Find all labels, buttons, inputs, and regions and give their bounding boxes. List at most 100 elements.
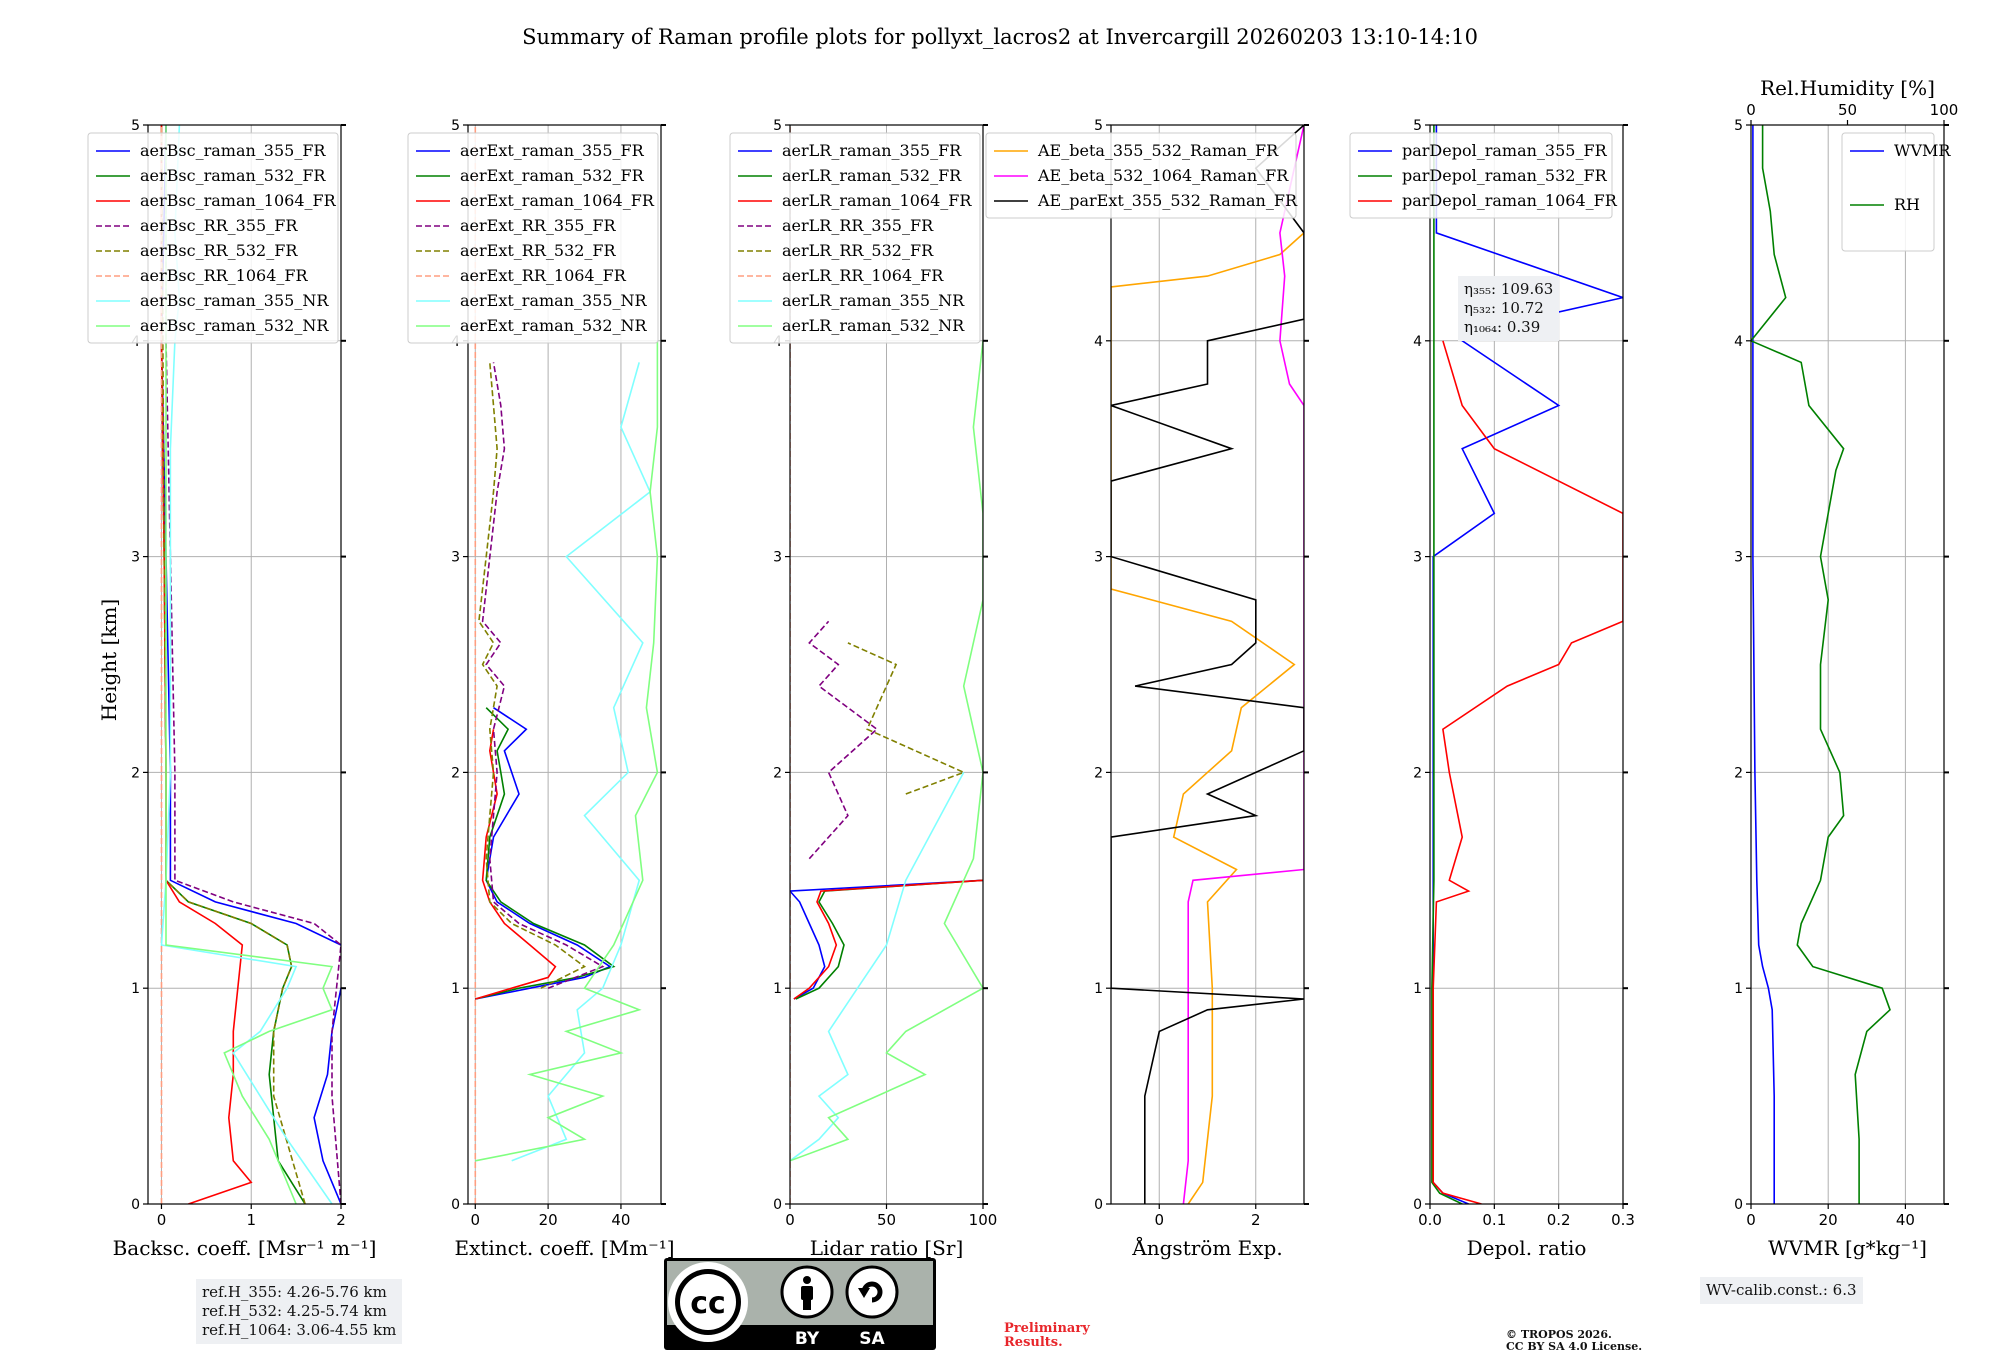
y-tick-label: 5: [1094, 118, 1103, 134]
legend-label: aerBsc_raman_532_NR: [140, 316, 329, 335]
series-line-aerExt_raman_532_FR: [475, 707, 616, 1000]
series-line-aerBsc_raman_355_FR: [160, 125, 341, 1204]
legend-depol: parDepol_raman_355_FR parDepol_raman_532_…: [1349, 132, 1618, 219]
x-tick-label: 0: [785, 1211, 795, 1229]
series-line-aerLR_raman_355_FR: [790, 879, 983, 1000]
y-tick-label: 1: [773, 981, 782, 997]
panel-ae: 0 1 2 3 4 5 0 2 Ångström Exp. AE_beta_355_532_Ram…: [985, 118, 1309, 1260]
y-tick-label: 5: [131, 118, 140, 134]
y-tick-label: 4: [1734, 334, 1743, 350]
x-tick-label: 40: [611, 1211, 630, 1229]
x-axis-label: Ångström Exp.: [1131, 1235, 1282, 1260]
x-tick-label: 0.1: [1482, 1211, 1506, 1229]
x-tick-label: 0.3: [1611, 1211, 1635, 1229]
y-tick-label: 2: [131, 765, 140, 781]
wv-calib-box: WV-calib.const.: 6.3: [1700, 1277, 1863, 1304]
y-tick-label: 2: [1734, 765, 1743, 781]
legend-label: aerBsc_RR_1064_FR: [140, 266, 309, 285]
y-tick-label: 4: [1094, 334, 1103, 350]
eta-532: η₅₃₂: 10.72: [1464, 299, 1544, 317]
legend-label: WVMR: [1894, 141, 1951, 160]
legend-label: aerExt_raman_532_FR: [460, 166, 645, 185]
legend-label: aerLR_RR_1064_FR: [782, 266, 944, 285]
legend-label: parDepol_raman_355_FR: [1402, 141, 1608, 160]
y-tick-label: 0: [451, 1197, 460, 1213]
legend-label: aerExt_RR_1064_FR: [460, 266, 627, 285]
series-line-aerLR_raman_355_NR: [790, 772, 965, 1162]
series-line-AE_beta_532_1064_Raman_FR: [1182, 125, 1304, 1204]
y-tick-label: 3: [773, 550, 782, 566]
y-tick-label: 3: [1413, 550, 1422, 566]
y-tick-label: 0: [1734, 1197, 1743, 1213]
series-line-aerExt_raman_532_NR: [475, 340, 659, 1162]
x-tick-label: 0: [157, 1211, 167, 1229]
legend-label: aerLR_raman_532_FR: [782, 166, 962, 185]
series-line-aerExt_raman_355_FR: [475, 707, 612, 1000]
legend-label: aerBsc_raman_355_FR: [140, 141, 326, 160]
legend-label: aerExt_raman_355_FR: [460, 141, 645, 160]
preliminary-note: Preliminary Results.: [1004, 1322, 1090, 1350]
legend-label: aerBsc_raman_532_FR: [140, 166, 326, 185]
y-tick-label: 2: [451, 765, 460, 781]
x-tick-label: 50: [877, 1211, 896, 1229]
figure-title: Summary of Raman profile plots for polly…: [522, 25, 1478, 49]
y-tick-label: 3: [1734, 550, 1743, 566]
legend-box: [87, 132, 339, 344]
legend-wv: WVMR RH: [1841, 132, 1951, 252]
legend-label: aerExt_raman_1064_FR: [460, 191, 655, 210]
legend-box: [729, 132, 981, 344]
panel-lr: 012345050100Lidar ratio [Sr]aerLR_raman_…: [729, 118, 998, 1260]
x-axis-label: WVMR [g*kg⁻¹]: [1768, 1236, 1927, 1260]
legend-label: aerBsc_raman_355_NR: [140, 291, 329, 310]
y-tick-label: 5: [451, 118, 460, 134]
y-tick-label: 0: [1094, 1197, 1103, 1213]
x-axis-label: Extinct. coeff. [Mm⁻¹]: [454, 1236, 674, 1260]
top-x-axis-label: Rel.Humidity [%]: [1760, 76, 1935, 100]
legend-label: RH: [1894, 195, 1920, 214]
ref-height-1064: ref.H_1064: 3.06-4.55 km: [202, 1321, 397, 1339]
series-line-aerLR_RR_532_FR: [847, 642, 966, 795]
cc-license-badge: cc BY SA: [664, 1258, 936, 1350]
y-tick-label: 0: [773, 1197, 782, 1213]
share-alike-icon: [845, 1265, 899, 1319]
legend-label: aerBsc_raman_1064_FR: [140, 191, 337, 210]
x-tick-label: 0: [471, 1211, 481, 1229]
legend-bsc: aerBsc_raman_355_FR aerBsc_raman_532_FRae…: [87, 132, 339, 344]
y-axis-label: Height [km]: [97, 599, 121, 721]
series-line-RH: [1751, 125, 1891, 1204]
x-axis-label: Depol. ratio: [1467, 1236, 1587, 1260]
legend-box: [407, 132, 659, 344]
legend-label: AE_beta_532_1064_Raman_FR: [1037, 166, 1289, 185]
y-tick-label: 4: [1413, 334, 1422, 350]
legend-label: parDepol_raman_532_FR: [1402, 166, 1608, 185]
y-tick-label: 3: [451, 550, 460, 566]
legend-label: aerLR_raman_1064_FR: [782, 191, 972, 210]
sa-text: SA: [859, 1329, 885, 1349]
series-line-parDepol_raman_532_FR: [1431, 125, 1463, 1204]
x-tick-label: 0.0: [1418, 1211, 1442, 1229]
ref-height-box: ref.H_355: 4.26-5.76 km ref.H_532: 4.25-…: [196, 1279, 403, 1344]
axes-frame: [1110, 124, 1305, 1205]
eta-355: η₃₅₅: 109.63: [1464, 280, 1554, 298]
series-line-WVMR: [1752, 125, 1775, 1204]
ref-height-355: ref.H_355: 4.26-5.76 km: [202, 1283, 387, 1301]
series-line-aerLR_raman_1064_FR: [793, 879, 983, 1000]
y-tick-label: 1: [131, 981, 140, 997]
series-line-parDepol_raman_1064_FR: [1432, 340, 1623, 1204]
y-tick-label: 5: [773, 118, 782, 134]
legend-label: AE_parExt_355_532_Raman_FR: [1037, 191, 1298, 210]
series-line-aerLR_RR_355_FR: [808, 620, 879, 860]
legend-label: aerExt_RR_355_FR: [460, 216, 617, 235]
x-tick-label: 2: [1251, 1211, 1261, 1229]
series-line-aerLR_raman_532_FR: [795, 879, 983, 1000]
series-line-aerBsc_raman_532_NR: [165, 125, 334, 1204]
copyright-line-1: © TROPOS 2026.: [1506, 1328, 1612, 1341]
x-tick-label: 100: [969, 1211, 998, 1229]
legend-box: [1841, 132, 1935, 252]
series-line-aerLR_raman_532_NR: [790, 340, 983, 1162]
legend-label: aerExt_raman_532_NR: [460, 316, 648, 335]
y-tick-label: 2: [773, 765, 782, 781]
axes-frame: [1750, 124, 1945, 1205]
y-tick-label: 1: [1413, 981, 1422, 997]
